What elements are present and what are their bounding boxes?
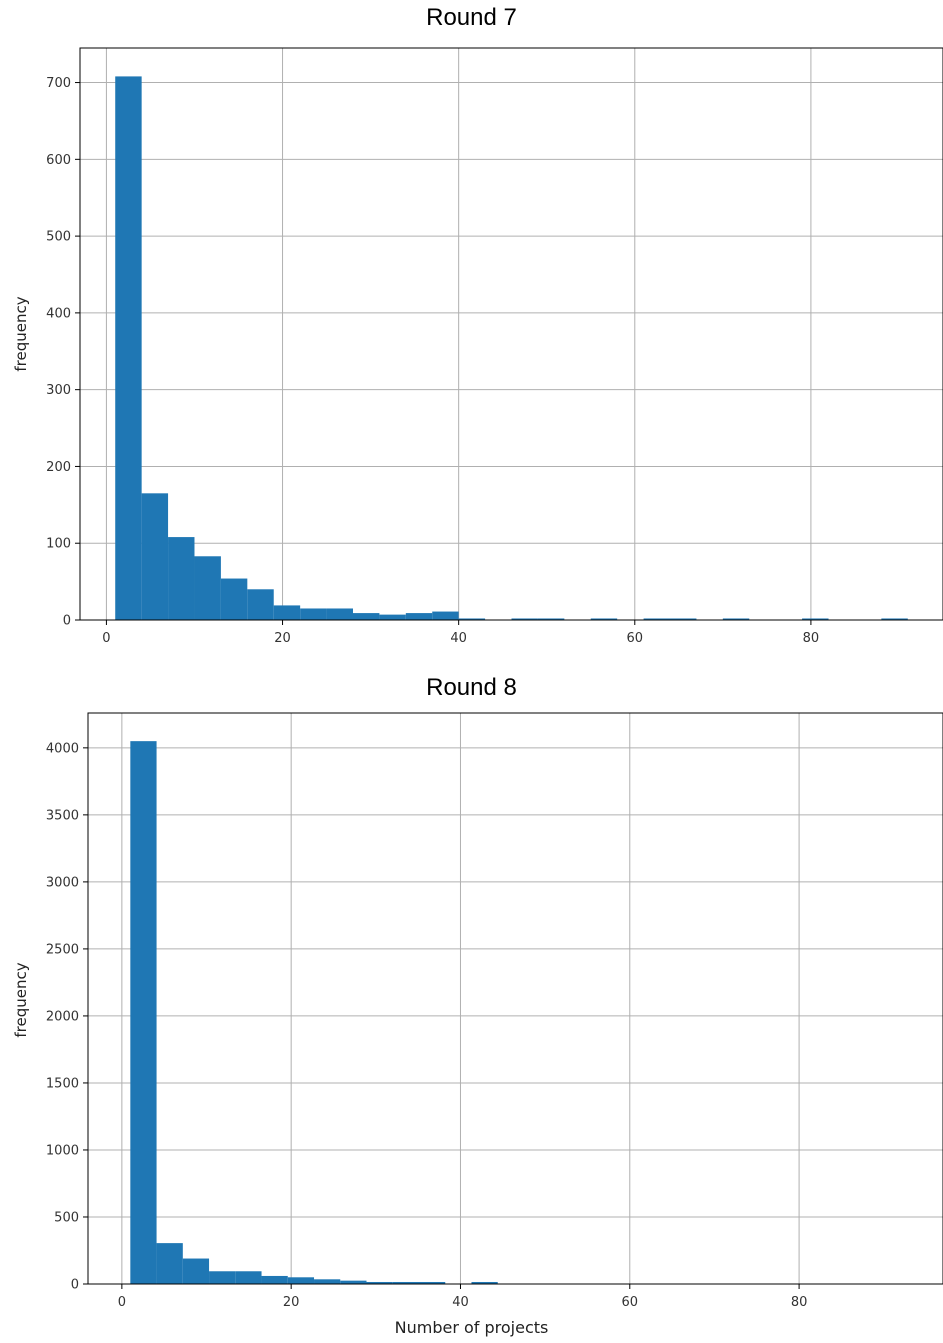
x-axis-label: Number of projects xyxy=(394,1318,549,1337)
y-tick-label: 2000 xyxy=(46,1009,79,1024)
axes-frame xyxy=(87,712,943,1285)
histogram-bar xyxy=(432,611,459,620)
y-tick-label: 600 xyxy=(46,153,71,168)
y-tick-label: 300 xyxy=(46,383,71,398)
x-tick-label: 20 xyxy=(283,1295,300,1310)
histogram-bar xyxy=(287,1277,315,1284)
histogram-bar xyxy=(273,605,301,620)
histogram-bar xyxy=(220,578,248,620)
histogram-bar xyxy=(340,1280,367,1284)
chart-title-round8: Round 8 xyxy=(426,674,517,701)
y-axis-label: frequency xyxy=(12,296,30,371)
y-tick-label: 4000 xyxy=(46,741,79,756)
y-tick-label: 100 xyxy=(46,537,71,552)
histogram-bar xyxy=(670,618,697,620)
chart-title-round7: Round 7 xyxy=(426,4,517,31)
x-tick-label: 40 xyxy=(452,1295,469,1310)
x-tick-label: 60 xyxy=(627,631,644,646)
y-tick-label: 2500 xyxy=(46,942,79,957)
histogram-bar xyxy=(802,618,829,620)
histogram-bar xyxy=(418,1281,446,1284)
axes-frame xyxy=(79,47,943,621)
y-tick-label: 200 xyxy=(46,460,71,475)
histogram-bar xyxy=(300,608,327,620)
histogram-bar xyxy=(261,1275,288,1284)
y-tick-label: 1500 xyxy=(46,1076,79,1091)
x-tick-label: 80 xyxy=(791,1295,808,1310)
histogram-bar xyxy=(194,556,221,620)
histogram-bar xyxy=(314,1279,341,1284)
histogram-bar xyxy=(247,589,274,620)
x-tick-label: 0 xyxy=(102,631,110,646)
histogram-bar xyxy=(590,618,618,620)
histogram-bar xyxy=(881,618,908,620)
x-tick-label: 40 xyxy=(450,631,467,646)
histogram-bar xyxy=(168,537,195,620)
histogram-bar xyxy=(209,1271,236,1284)
histogram-bar xyxy=(471,1281,498,1284)
x-tick-label: 60 xyxy=(622,1295,639,1310)
histogram-bar xyxy=(379,614,406,620)
x-tick-label: 20 xyxy=(274,631,291,646)
histogram-bar xyxy=(511,618,538,620)
histogram-bar xyxy=(130,741,157,1284)
y-tick-label: 400 xyxy=(46,306,71,321)
histogram-bar xyxy=(366,1281,393,1284)
histogram-bar xyxy=(458,618,486,620)
y-tick-label: 0 xyxy=(71,1278,79,1293)
x-tick-label: 0 xyxy=(118,1295,126,1310)
histogram-bar xyxy=(115,76,142,620)
histogram-bar xyxy=(326,608,353,620)
histogram-bar xyxy=(537,618,565,620)
histogram-bar xyxy=(643,618,671,620)
histogram-bar xyxy=(405,613,433,620)
histogram-bar xyxy=(182,1258,210,1284)
x-tick-label: 80 xyxy=(803,631,820,646)
y-tick-label: 0 xyxy=(63,614,71,629)
histogram-bar xyxy=(722,618,750,620)
y-tick-label: 3000 xyxy=(46,875,79,890)
histogram-bar xyxy=(235,1271,262,1284)
histogram-bar xyxy=(392,1281,419,1284)
histogram-bar xyxy=(156,1243,183,1284)
y-tick-label: 1000 xyxy=(46,1143,79,1158)
y-axis-label: frequency xyxy=(12,962,30,1037)
histogram-round7: 0 100 200 300 400 500 600 700 0 20 40 60 80 frequency xyxy=(12,47,943,646)
y-tick-label: 700 xyxy=(46,76,71,91)
y-tick-label: 3500 xyxy=(46,808,79,823)
y-tick-label: 500 xyxy=(46,230,71,245)
histogram-bar xyxy=(352,613,380,620)
y-tick-label: 500 xyxy=(54,1210,79,1225)
histogram-bar xyxy=(141,493,169,620)
